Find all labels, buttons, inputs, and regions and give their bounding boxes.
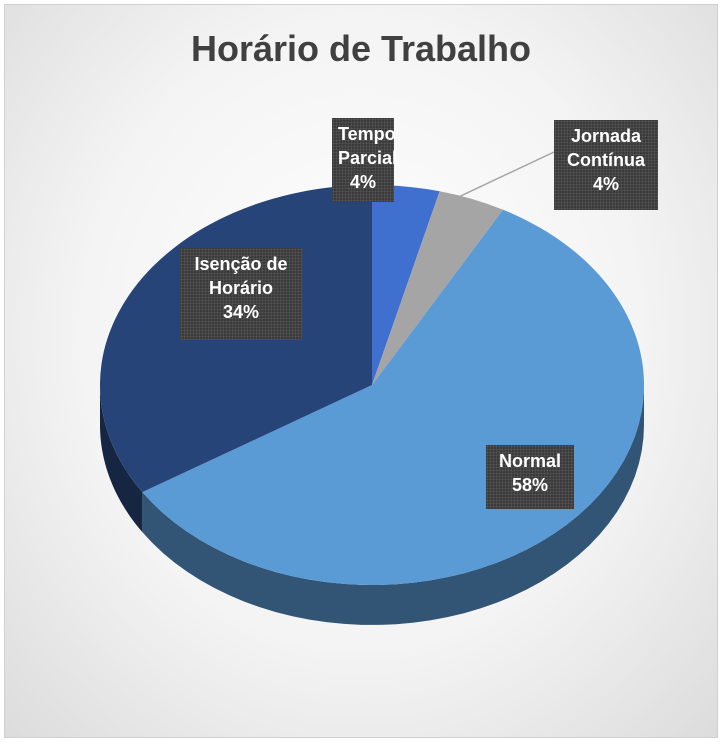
label-category: Tempo Parcial [338, 124, 398, 168]
data-label: Isenção de Horário 34% [180, 248, 302, 340]
slice [372, 191, 504, 385]
label-category: Isenção de Horário [194, 254, 288, 298]
slice-side [100, 385, 143, 533]
label-category: Jornada Contínua [567, 126, 645, 170]
data-label: Normal 58% [486, 445, 574, 509]
chart-title: Horário de Trabalho [190, 28, 532, 69]
slice-side [142, 385, 644, 625]
label-value: 58% [511, 475, 549, 495]
slice [372, 185, 440, 385]
data-label: Jornada Contínua 4% [554, 120, 658, 210]
data-label: Tempo Parcial 4% [332, 118, 398, 202]
label-category: Normal [498, 451, 561, 471]
label-value: 4% [349, 172, 376, 192]
label-value: 4% [592, 174, 619, 194]
label-value: 34% [222, 302, 260, 322]
leader-line [453, 151, 555, 200]
